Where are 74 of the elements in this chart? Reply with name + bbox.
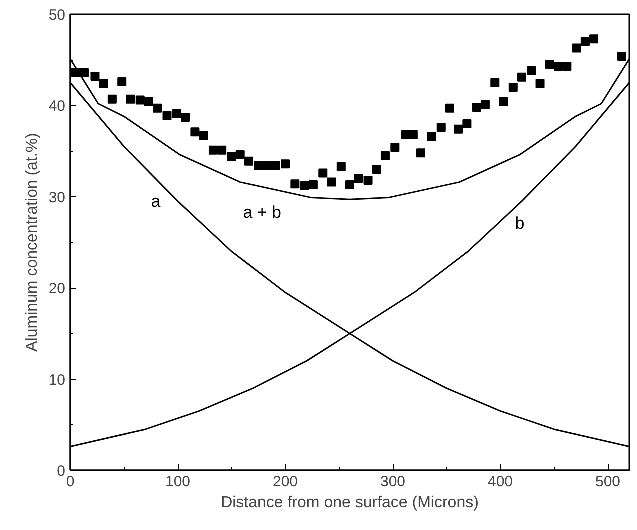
y-tick-label: 20 [48,280,66,298]
point [364,176,373,185]
point [244,156,254,166]
point [372,165,382,174]
point [99,79,108,88]
point [580,37,590,46]
point [190,128,200,137]
point [480,100,490,110]
point [271,161,280,170]
point [181,113,190,122]
point [562,62,572,71]
point [118,77,127,86]
point [572,44,582,53]
point [427,132,436,142]
point [227,152,236,162]
point [108,94,117,104]
point [590,34,599,44]
point [472,103,482,112]
y-tick-label: 50 [48,7,66,24]
point [308,180,318,190]
point [236,150,245,160]
point [536,79,545,88]
point [354,174,364,184]
point [290,180,300,189]
point [390,143,400,152]
point [527,66,536,76]
point [153,104,162,113]
point [300,181,310,190]
point [172,109,182,118]
point [71,68,80,78]
point [436,123,446,132]
point [408,130,418,140]
y-tick-label: 40 [48,98,66,116]
point [254,161,264,170]
x-tick-label: 300 [380,474,406,490]
point [499,98,508,107]
point [545,60,554,70]
point [144,98,154,107]
point [336,162,346,172]
x-tick-label: 100 [165,474,191,490]
point [554,62,564,71]
series-label: a [151,192,162,211]
point [162,111,172,120]
point [90,72,100,82]
point [380,151,390,160]
point [199,131,208,140]
series-label: a + b [243,202,282,222]
x-axis-title: Distance from one surface (Microns) [221,494,479,512]
series-label: b [515,214,525,233]
x-tick-label: 500 [595,474,621,490]
point [445,104,454,113]
point [416,148,426,158]
point [490,78,500,88]
y-tick-label: 0 [57,463,66,480]
point [136,96,145,105]
point [281,160,290,169]
point [208,146,218,155]
point [218,146,227,155]
y-axis-title: Aluminum concentration (at.%) [24,133,41,352]
point [262,161,272,170]
point [126,94,136,104]
x-tick-label: 400 [488,474,514,490]
point [454,124,464,134]
point [327,178,336,187]
y-tick-label: 10 [48,372,66,389]
point [318,168,328,178]
point [462,119,472,128]
point [617,52,626,61]
y-tick-label: 30 [48,189,66,206]
point [80,68,89,78]
x-tick-label: 200 [272,474,298,490]
point [518,72,526,82]
point [346,180,354,190]
point [508,82,518,92]
